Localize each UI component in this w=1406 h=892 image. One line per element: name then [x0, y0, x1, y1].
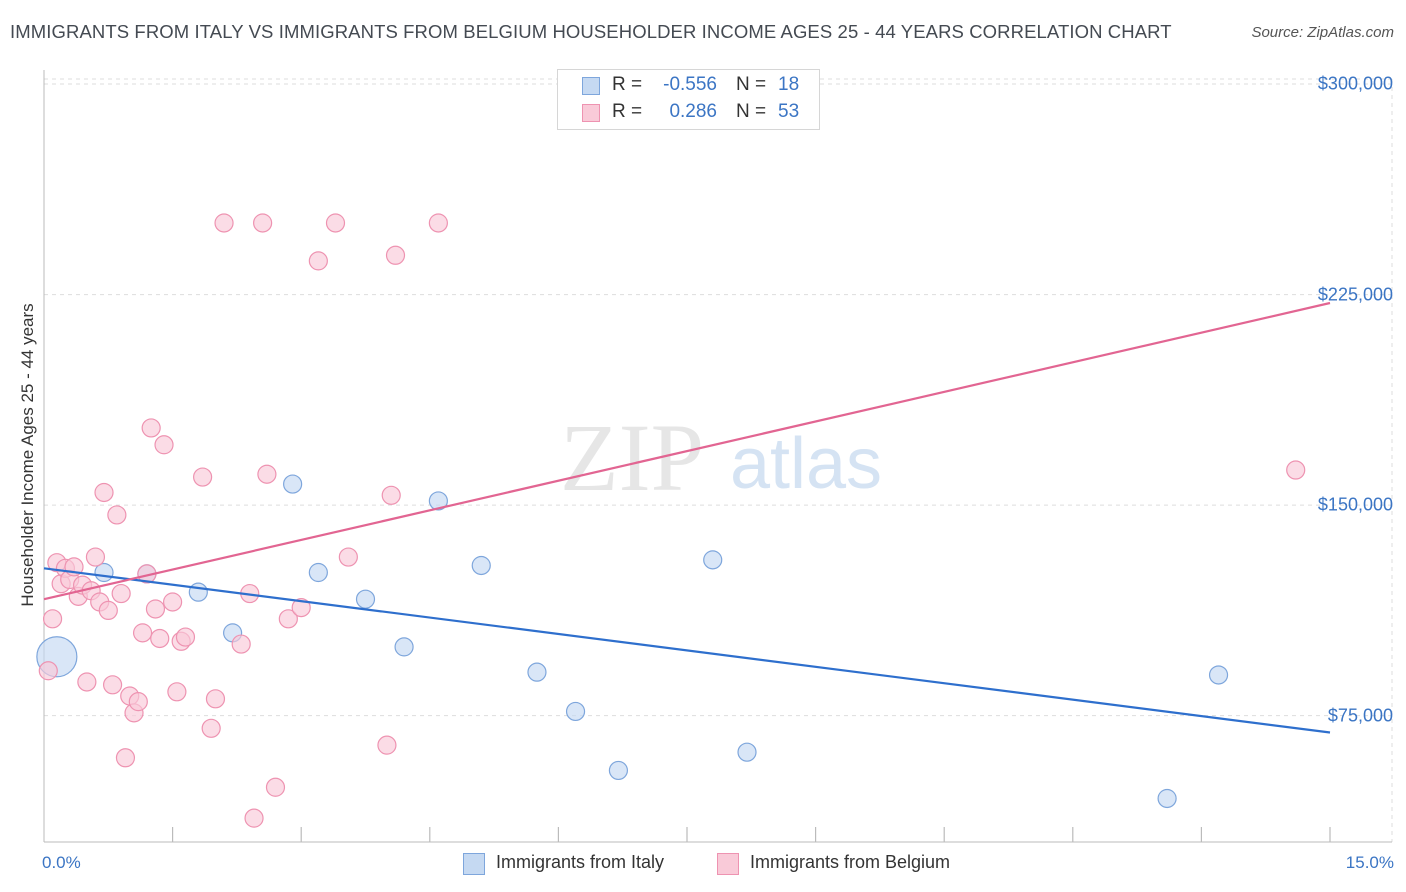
belgium-point: [163, 592, 183, 612]
belgium-point: [377, 735, 397, 755]
belgium-points: [38, 213, 1306, 828]
belgium-point: [141, 418, 161, 438]
n-value: 18: [778, 74, 800, 95]
belgium-point: [201, 718, 221, 738]
italy-point: [1208, 665, 1229, 685]
belgium-point: [325, 213, 346, 233]
x-tick-label-min: 0.0%: [42, 853, 81, 872]
belgium-point: [205, 689, 226, 709]
belgium-point: [291, 597, 311, 618]
belgium-point: [132, 623, 153, 643]
y-tick-label: $300,000: [1317, 73, 1393, 94]
italy-legend-swatch: [463, 853, 485, 875]
belgium-point: [278, 609, 298, 629]
italy-trend-line: [43, 567, 1331, 734]
italy-point: [428, 491, 448, 511]
belgium-point: [150, 628, 170, 649]
belgium-point: [253, 213, 273, 233]
watermark-atlas: atlas: [730, 424, 882, 504]
watermark: ZIP atlas: [560, 404, 882, 511]
italy-point: [188, 582, 208, 602]
r-value: -0.556: [663, 74, 717, 95]
belgium-point: [381, 485, 401, 505]
belgium-point: [231, 634, 251, 654]
italy-point: [703, 550, 723, 570]
y-tick-label: $75,000: [1327, 705, 1393, 726]
italy-point: [471, 555, 491, 576]
italy-point: [608, 760, 629, 781]
belgium-point: [111, 583, 131, 604]
n-label: N =: [736, 74, 767, 95]
italy-point: [308, 562, 328, 583]
belgium-point: [308, 251, 328, 271]
italy-point: [565, 701, 586, 722]
source-credit: Source: ZipAtlas.com: [1251, 24, 1394, 41]
belgium-legend-label: Immigrants from Belgium: [750, 852, 951, 872]
belgium-point: [338, 547, 358, 567]
belgium-point: [94, 482, 114, 503]
axes: [43, 70, 1392, 843]
belgium-point: [77, 672, 97, 692]
watermark-zip: ZIP: [560, 404, 704, 511]
belgium-point: [154, 435, 174, 455]
italy-points: [36, 474, 1229, 809]
y-tick-label: $225,000: [1317, 284, 1393, 305]
r-value: 0.286: [669, 101, 717, 122]
belgium-point: [428, 213, 448, 233]
belgium-point: [193, 467, 213, 487]
belgium-point: [385, 245, 406, 265]
chart-title: IMMIGRANTS FROM ITALY VS IMMIGRANTS FROM…: [10, 21, 1172, 42]
r-label: R =: [612, 101, 643, 122]
belgium-point: [42, 609, 63, 629]
belgium-point: [98, 600, 118, 621]
italy-point: [527, 662, 547, 682]
italy-point: [737, 742, 757, 762]
belgium-point: [85, 547, 106, 567]
italy-legend-label: Immigrants from Italy: [496, 852, 665, 872]
italy-point: [283, 474, 303, 494]
italy-point: [355, 589, 376, 609]
y-tick-label: $150,000: [1317, 494, 1393, 515]
belgium-point: [175, 627, 196, 647]
x-tick-label-max: 15.0%: [1345, 853, 1394, 872]
belgium-point: [244, 808, 264, 828]
r-label: R =: [612, 74, 643, 95]
belgium-legend-swatch: [717, 853, 739, 875]
belgium-point: [128, 692, 148, 712]
belgium-point: [38, 661, 58, 681]
belgium-point: [257, 464, 277, 484]
n-value: 53: [778, 101, 800, 122]
belgium-point: [145, 599, 166, 619]
belgium-point: [214, 213, 234, 233]
italy-point: [394, 637, 414, 657]
belgium-point: [115, 748, 136, 768]
belgium-point: [107, 505, 127, 525]
belgium-point: [1286, 460, 1306, 480]
belgium-point: [102, 675, 123, 695]
trend-lines: [43, 301, 1331, 734]
correlation-legend: R = -0.556 N = 18 R = 0.286 N = 53: [557, 69, 820, 130]
italy-point: [1157, 788, 1177, 809]
belgium-point: [167, 682, 187, 702]
n-label: N =: [736, 101, 767, 122]
belgium-swatch: [582, 104, 600, 122]
grid-lines: [44, 78, 1393, 842]
italy-swatch: [582, 77, 600, 95]
belgium-trend-line: [43, 301, 1331, 601]
belgium-point: [265, 777, 286, 797]
